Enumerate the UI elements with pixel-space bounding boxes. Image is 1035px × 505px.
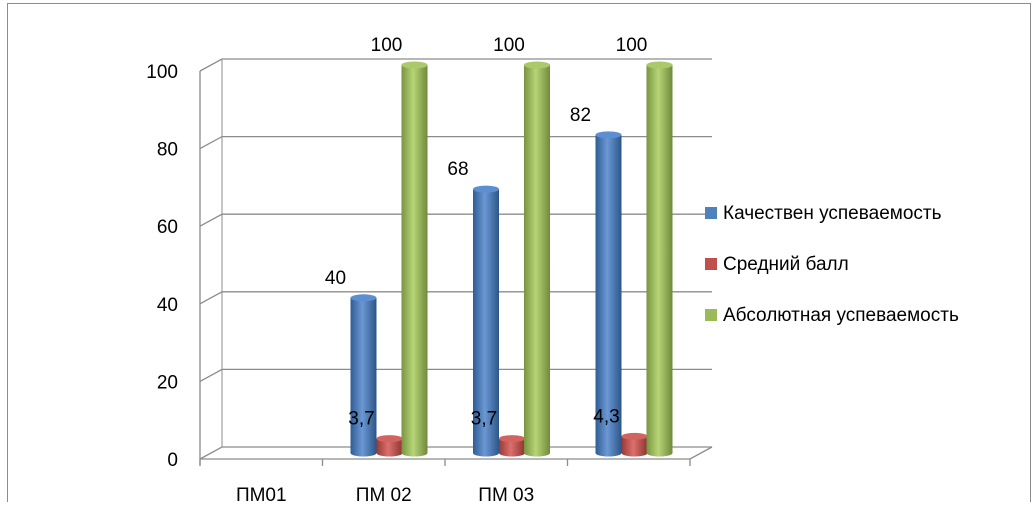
- bar: [350, 294, 377, 457]
- y-tick-label: 60: [157, 217, 178, 238]
- bar-top: [621, 432, 648, 440]
- bar-body: [621, 436, 648, 457]
- bar: [401, 61, 428, 457]
- data-label: 100: [493, 35, 525, 56]
- bar-top: [401, 61, 428, 69]
- x-tick-label: ПМ01: [236, 485, 287, 505]
- x-tick-label: ПМ 02: [356, 485, 412, 505]
- bar-top: [499, 435, 525, 443]
- legend-swatch: [705, 207, 717, 219]
- bar-top: [646, 61, 673, 69]
- bar-top: [524, 61, 550, 69]
- bar-body: [524, 65, 550, 457]
- data-label: 100: [616, 35, 648, 56]
- data-label: 3,7: [348, 409, 374, 430]
- y-axis-tick-labels: 0 20 40 60 80 100: [146, 62, 178, 471]
- bars: [350, 61, 673, 457]
- gridline: [199, 58, 712, 72]
- x-axis-tick-labels: ПМ01 ПМ 02 ПМ 03: [236, 485, 534, 505]
- bar-top: [376, 435, 403, 443]
- y-tick-label: 40: [157, 295, 178, 316]
- bar-body: [595, 134, 622, 457]
- gridline: [199, 135, 712, 150]
- bar-top: [473, 185, 499, 193]
- data-label: 68: [447, 159, 468, 180]
- bar: [473, 185, 499, 457]
- bar-body: [646, 65, 673, 457]
- legend-swatch: [705, 258, 717, 270]
- data-labels: 40 68 82 3,7 3,7 4,3 100 100 100: [325, 35, 647, 430]
- bar-body: [473, 189, 499, 457]
- data-label: 4,3: [593, 406, 619, 427]
- bar: [646, 61, 673, 457]
- bar-top: [350, 294, 377, 302]
- y-tick-label: 100: [146, 62, 178, 83]
- bar: [376, 435, 403, 457]
- gridlines: [199, 58, 712, 460]
- y-tick-label: 20: [157, 372, 178, 393]
- legend-swatch: [705, 309, 717, 321]
- bar-body: [376, 438, 403, 457]
- bar-body: [350, 297, 377, 457]
- bar-body: [401, 65, 428, 457]
- bar-top: [595, 131, 622, 139]
- bar: [524, 61, 550, 457]
- legend-label: Качествен успеваемость: [723, 203, 942, 224]
- data-label: 3,7: [471, 409, 497, 430]
- bar-body: [499, 438, 525, 457]
- bar: [595, 131, 622, 457]
- gridline: [199, 368, 712, 382]
- bar: [621, 432, 648, 457]
- y-tick-label: 0: [167, 450, 178, 471]
- data-label: 82: [570, 105, 591, 126]
- legend: Качествен успеваемость Средний балл Абсолю…: [705, 203, 959, 326]
- y-tick-label: 80: [157, 140, 178, 161]
- bar: [499, 435, 525, 457]
- chart-frame: [7, 3, 1031, 502]
- legend-label: Средний балл: [723, 254, 849, 275]
- gridline: [199, 291, 712, 305]
- data-label: 40: [325, 268, 346, 289]
- legend-label: Абсолютная успеваемость: [723, 305, 959, 326]
- data-label: 100: [371, 35, 403, 56]
- x-tick-label: ПМ 03: [478, 485, 534, 505]
- gridline: [199, 213, 712, 227]
- axes: [199, 59, 713, 466]
